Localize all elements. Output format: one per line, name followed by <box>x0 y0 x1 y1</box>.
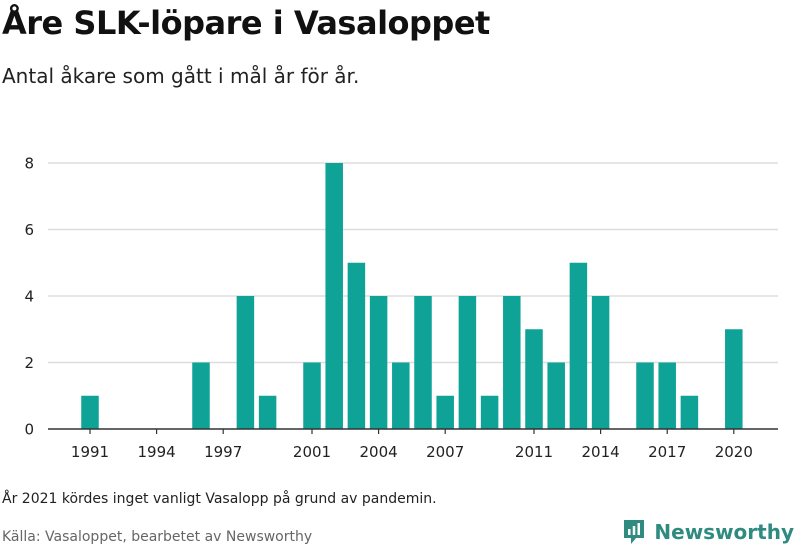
y-tick-label: 0 <box>24 421 34 439</box>
bar-2011 <box>525 329 543 429</box>
bar-1998 <box>236 296 255 429</box>
x-tick-label: 1997 <box>204 443 242 461</box>
x-tick-label: 2011 <box>515 443 553 461</box>
x-tick-label: 2014 <box>582 443 620 461</box>
y-tick-label: 4 <box>24 288 34 306</box>
x-tick-label: 2001 <box>293 443 331 461</box>
brand-name: Newsworthy <box>654 520 794 544</box>
chart-title: Åre SLK-löpare i Vasaloppet <box>2 4 490 42</box>
bar-2010 <box>503 296 521 429</box>
bar-2018 <box>680 395 699 429</box>
x-tick-label: 1991 <box>71 443 109 461</box>
x-tick-label: 2017 <box>648 443 686 461</box>
y-tick-label: 2 <box>24 354 34 372</box>
bar-2006 <box>414 296 432 429</box>
source-text: Källa: Vasaloppet, bearbetet av Newswort… <box>2 529 313 545</box>
x-tick-label: 2004 <box>360 443 398 461</box>
x-tick-label: 2007 <box>426 443 464 461</box>
bar-1996 <box>192 362 210 429</box>
axes: 0 2 4 6 8 1991 1994 1997 2001 2004 2007 2011 2014 201… <box>24 155 778 461</box>
bar-2007 <box>436 395 454 429</box>
bar-2012 <box>547 362 565 429</box>
bar-2002 <box>325 163 343 429</box>
bar-2016 <box>636 362 654 429</box>
y-tick-label: 8 <box>24 155 34 173</box>
bar-1999 <box>258 395 277 429</box>
bar-2003 <box>347 262 366 429</box>
newsworthy-logo-icon <box>624 520 645 544</box>
bar-2017 <box>658 362 676 429</box>
x-tick-label: 2020 <box>715 443 753 461</box>
bar-2005 <box>392 362 410 429</box>
bar-1991 <box>81 395 99 429</box>
chart-subtitle: Antal åkare som gått i mål år för år. <box>2 64 360 88</box>
grid-lines <box>48 162 778 364</box>
bar-chart: 0 2 4 6 8 1991 1994 1997 2001 2004 2007 2011 2014 201… <box>24 155 778 461</box>
bar-2009 <box>480 395 499 429</box>
y-tick-label: 6 <box>24 221 34 239</box>
bar-2020 <box>725 329 743 429</box>
bar-2014 <box>591 296 610 429</box>
bars <box>81 163 743 429</box>
brand-logo[interactable]: Newsworthy <box>622 518 794 546</box>
bar-2004 <box>369 296 388 429</box>
footnote: År 2021 kördes inget vanligt Vasalopp på… <box>2 491 437 507</box>
bar-2013 <box>569 262 588 429</box>
bar-2008 <box>458 296 477 429</box>
x-tick-label: 1994 <box>138 443 176 461</box>
bar-2001 <box>303 362 321 429</box>
